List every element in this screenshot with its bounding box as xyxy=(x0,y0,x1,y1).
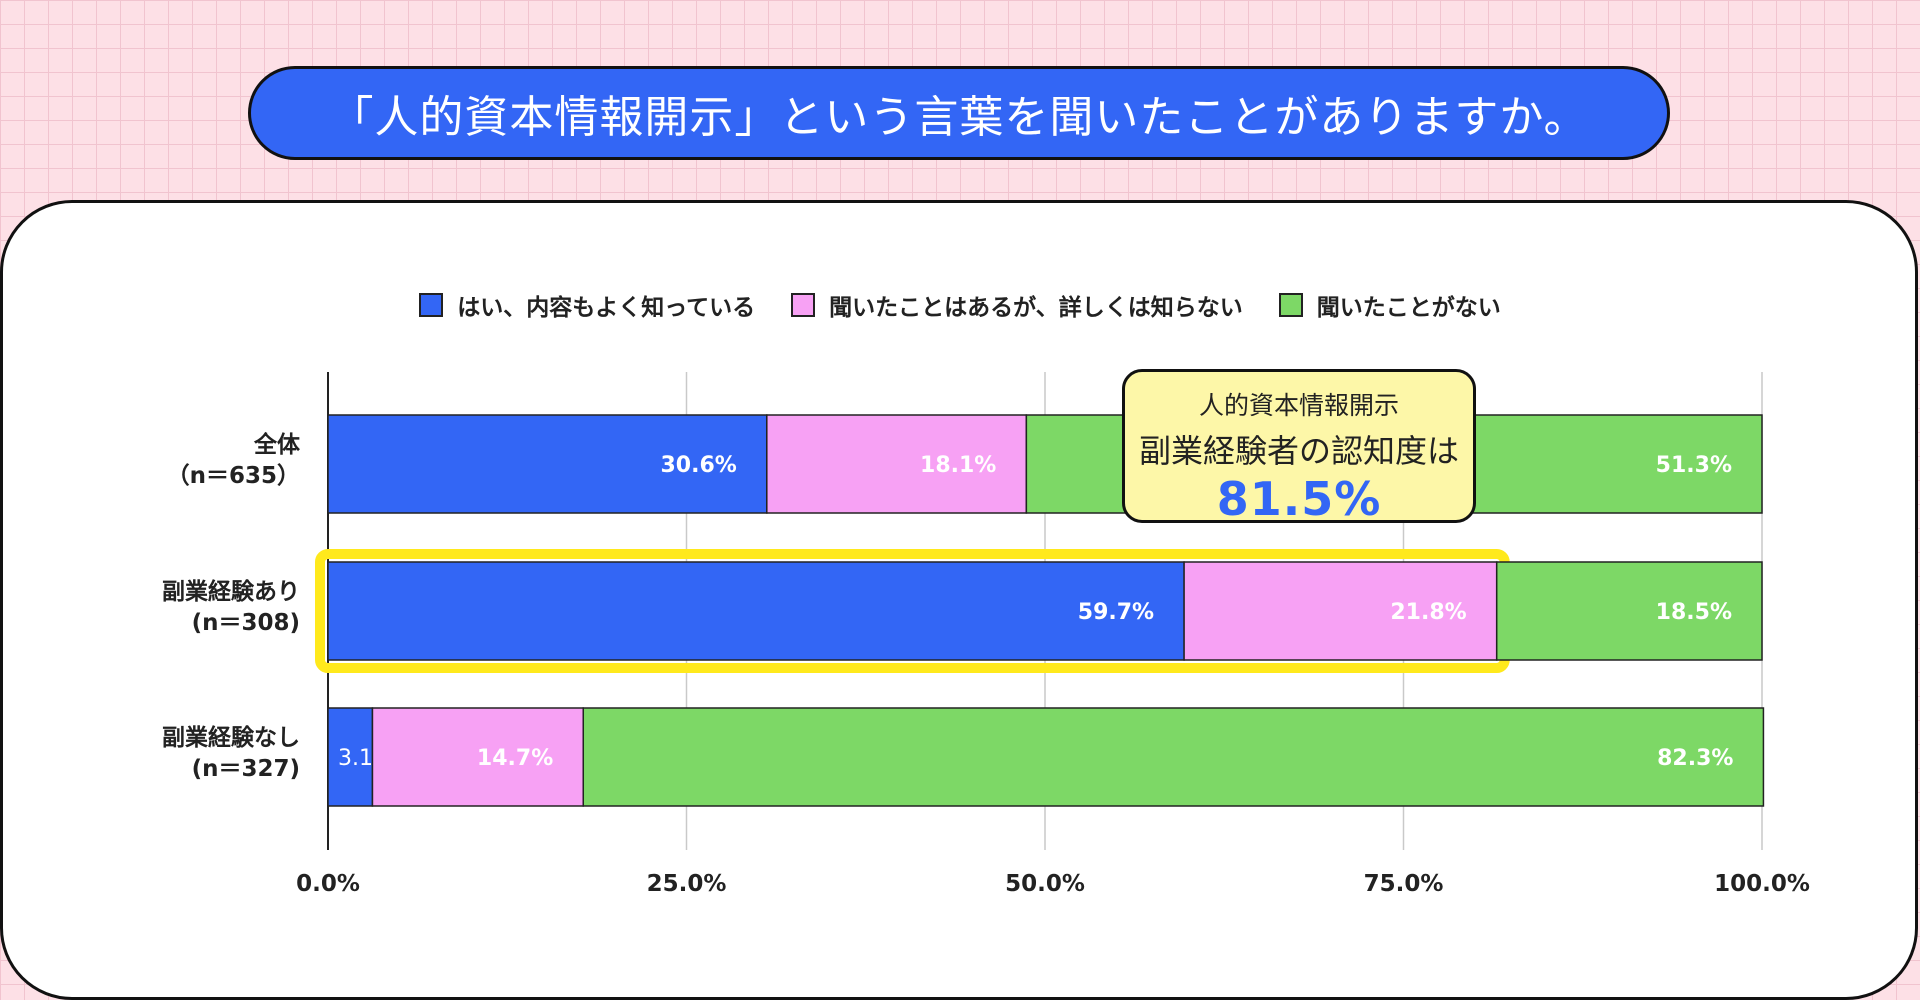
bar-segment xyxy=(1183,561,1498,661)
legend-swatch-green xyxy=(1278,293,1303,317)
data-label: 59.7% xyxy=(1078,600,1154,625)
bar-segment xyxy=(327,414,768,514)
callout-value: 81.5% xyxy=(1216,472,1382,526)
x-tick-label: 75.0% xyxy=(1364,871,1444,897)
data-label: 14.7% xyxy=(477,746,553,771)
x-tick-label: 0.0% xyxy=(296,871,360,897)
bar-segment xyxy=(1495,561,1763,661)
callout-line2: 副業経験者の認知度は xyxy=(1138,432,1459,470)
data-label: 18.1% xyxy=(920,453,996,478)
legend-label-heard: 聞いたことはあるが、詳しくは知らない xyxy=(829,295,1243,321)
legend-label-never: 聞いたことがない xyxy=(1316,295,1501,321)
bar-segment xyxy=(327,707,374,807)
bar-segment xyxy=(582,707,1765,807)
data-label: 82.3% xyxy=(1657,746,1733,771)
legend: はい、内容もよく知っている 聞いたことはあるが、詳しくは知らない 聞いたことがな… xyxy=(0,288,1920,322)
data-label: 18.5% xyxy=(1656,600,1732,625)
legend-swatch-pink xyxy=(791,293,816,317)
legend-item-never: 聞いたことがない xyxy=(1278,288,1501,322)
category-label: 全体 xyxy=(253,431,301,458)
legend-item-yes: はい、内容もよく知っている xyxy=(419,288,755,322)
x-tick-label: 50.0% xyxy=(1005,871,1085,897)
data-label: 21.8% xyxy=(1390,600,1466,625)
callout-box: 人的資本情報開示 副業経験者の認知度は 81.5% xyxy=(1122,369,1476,526)
category-label: 副業経験あり xyxy=(162,578,300,605)
legend-item-heard: 聞いたことはあるが、詳しくは知らない xyxy=(791,288,1243,322)
data-label: 51.3% xyxy=(1656,453,1732,478)
data-label: 30.6% xyxy=(660,453,736,478)
category-sublabel: (n＝308) xyxy=(192,610,300,636)
x-tick-label: 25.0% xyxy=(647,871,727,897)
legend-label-yes: はい、内容もよく知っている xyxy=(457,295,756,321)
bar-segment xyxy=(766,414,1028,514)
chart-title: 「人的資本情報開示」という言葉を聞いたことがありますか。 xyxy=(248,66,1670,160)
stacked-bar-chart: 0.0% 25.0% 50.0% 75.0% 100.0% 30.6% 18.1% 51.3%… xyxy=(162,372,1810,897)
category-sublabel: (n＝327) xyxy=(192,756,300,782)
callout-line1: 人的資本情報開示 xyxy=(1198,391,1399,420)
legend-swatch-blue xyxy=(419,293,444,317)
bar-segment xyxy=(327,561,1185,661)
category-label: 副業経験なし xyxy=(162,724,300,751)
category-sublabel: （n＝635） xyxy=(167,462,300,489)
bar-segment xyxy=(371,707,585,807)
x-tick-label: 100.0% xyxy=(1714,871,1810,897)
